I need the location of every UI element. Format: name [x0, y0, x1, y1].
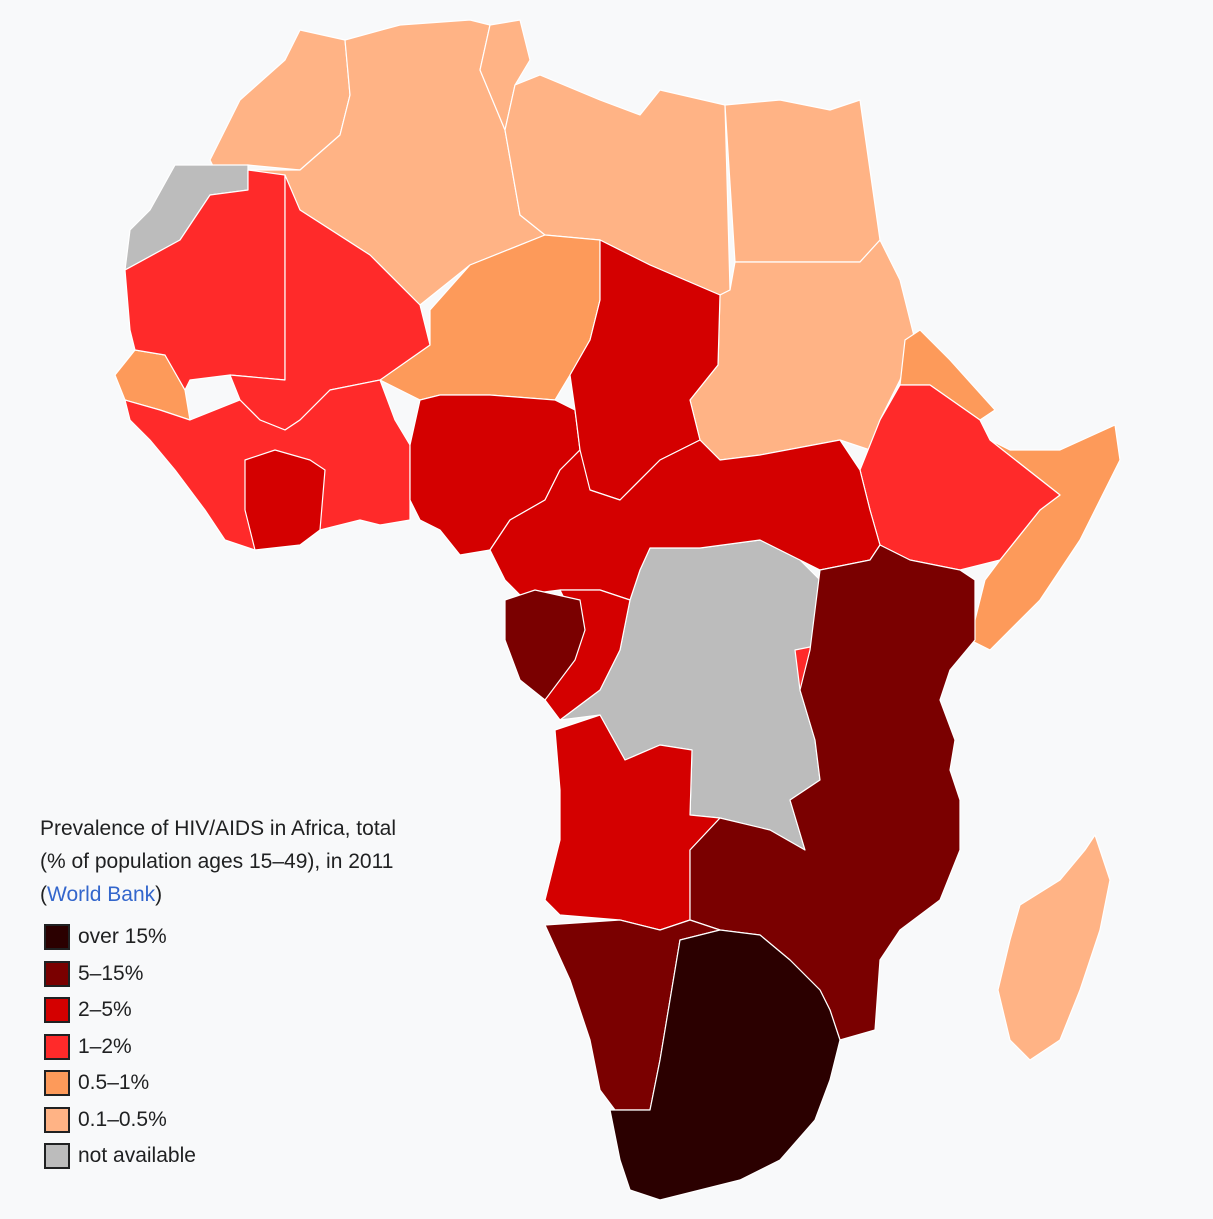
map-legend: Prevalence of HIV/AIDS in Africa, total … [30, 806, 408, 1170]
legend-swatch [44, 1143, 70, 1170]
legend-label: over 15% [78, 925, 167, 949]
legend-swatch [44, 1106, 70, 1133]
source-open-paren: ( [40, 883, 47, 906]
region-east-africa[interactable] [689, 544, 976, 1041]
legend-item-0-1-0-5: 0.1–0.5% [44, 1102, 408, 1139]
legend-swatch [44, 1070, 70, 1097]
legend-swatch [44, 1033, 70, 1060]
legend-label: 0.5–1% [78, 1071, 150, 1095]
legend-label: 0.1–0.5% [78, 1107, 167, 1131]
region-egypt[interactable] [724, 99, 881, 263]
legend-label: 1–2% [78, 1034, 132, 1058]
legend-item-1-2: 1–2% [44, 1029, 408, 1066]
source-close-paren: ) [155, 883, 163, 906]
region-niger[interactable] [379, 234, 601, 401]
legend-item-0-5-1: 0.5–1% [44, 1065, 408, 1102]
legend-swatch [44, 960, 70, 987]
legend-swatch [44, 924, 70, 951]
legend-title-line-2: (% of population ages 15–49), in 2011 [40, 850, 394, 873]
region-southern-africa[interactable] [609, 929, 841, 1201]
legend-item-2-5: 2–5% [44, 992, 408, 1029]
legend-label: 2–5% [78, 998, 132, 1022]
region-ivory-coast[interactable] [244, 449, 326, 551]
legend-item-over-15: over 15% [44, 919, 408, 956]
world-bank-link[interactable]: World Bank [47, 883, 156, 906]
legend-title: Prevalence of HIV/AIDS in Africa, total … [40, 806, 408, 911]
legend-item-not-available: not available [44, 1138, 408, 1175]
legend-swatch [44, 997, 70, 1024]
legend-label: not available [78, 1144, 196, 1168]
legend-items: over 15% 5–15% 2–5% 1–2% 0.5–1% 0.1–0.5%… [44, 919, 408, 1175]
legend-label: 5–15% [78, 961, 144, 985]
legend-item-5-15: 5–15% [44, 956, 408, 993]
legend-source: (World Bank) [40, 878, 408, 911]
legend-title-line-1: Prevalence of HIV/AIDS in Africa, total [40, 817, 396, 840]
region-gabon-eq-guinea[interactable] [504, 589, 586, 701]
region-madagascar[interactable] [997, 834, 1111, 1061]
